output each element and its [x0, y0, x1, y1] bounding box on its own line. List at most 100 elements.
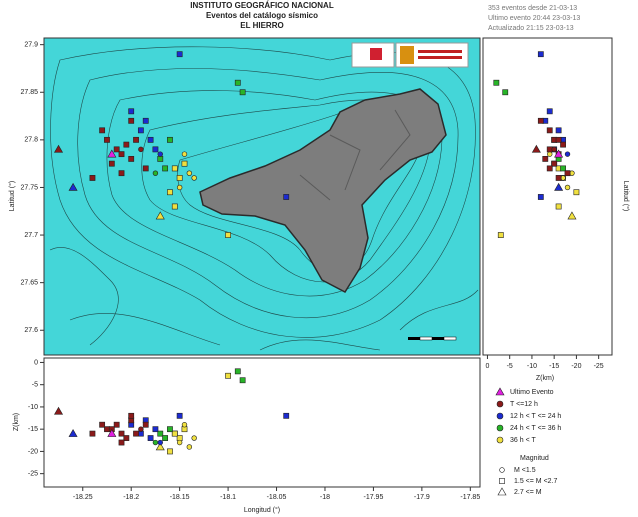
depth-lat-event — [560, 165, 566, 172]
lon-depth-event — [99, 421, 106, 428]
lon-depth-event — [186, 444, 193, 450]
title-line: Eventos del catálogo sísmico — [206, 11, 318, 20]
map-event — [133, 136, 139, 143]
map-event — [167, 189, 173, 196]
lon-depth-event — [118, 430, 125, 437]
map-event — [176, 184, 183, 191]
legend-marker — [496, 436, 504, 444]
depth-lat-event — [573, 189, 580, 196]
lon-depth-event — [167, 426, 173, 433]
island-relief — [299, 109, 411, 201]
island — [199, 88, 447, 293]
depth-lat-event — [555, 136, 562, 143]
map-event — [104, 136, 110, 143]
depth-lat-event — [564, 151, 571, 157]
legend-marker — [496, 424, 504, 432]
lon-depth-event — [138, 426, 144, 432]
map-event — [138, 146, 144, 153]
lon-depth-event — [155, 442, 165, 451]
depth-lat-event — [502, 89, 509, 96]
depth-lat-event — [546, 127, 553, 134]
magnitude-label: 1.5 <= M <2.7 — [514, 478, 557, 485]
x-tick-label: -18.25 — [73, 494, 93, 501]
z-tick-label: -10 — [28, 404, 38, 411]
legend-label: 24 h < T <= 36 h — [510, 425, 561, 432]
magnitude-marker — [499, 478, 505, 484]
magnitude-title: Magnitud — [520, 455, 549, 462]
depth-lat-event — [547, 151, 553, 157]
lon-depth-event — [142, 421, 149, 428]
legend-label: 12 h < T <= 24 h — [510, 413, 561, 420]
x-tick-label: -18.15 — [170, 494, 190, 501]
lon-depth-event — [176, 439, 183, 446]
y-tick-label: 27.9 — [24, 42, 38, 49]
depth-lat-event — [537, 194, 544, 200]
legend-marker — [496, 400, 504, 408]
lon-depth-event — [171, 430, 178, 437]
depth-lat-event — [531, 144, 541, 153]
title-line: EL HIERRO — [240, 21, 283, 30]
lon-depth-event — [176, 412, 183, 419]
depth-lat-event — [555, 175, 562, 181]
map-event — [155, 211, 165, 220]
map-event — [142, 165, 149, 172]
x-tick-label: -17.95 — [363, 494, 383, 501]
lon-depth-event — [152, 439, 159, 446]
map-event — [118, 170, 125, 177]
map-event — [157, 155, 164, 162]
lon-depth-event — [54, 406, 64, 415]
map-event — [152, 170, 159, 176]
map-event — [128, 117, 135, 124]
x-axis-label: Longitud (°) — [244, 506, 280, 514]
depth-lat-event — [546, 165, 553, 172]
lon-depth-event — [239, 377, 246, 384]
map-event — [176, 51, 183, 58]
map-event — [54, 144, 64, 153]
z-tick-label: -15 — [549, 363, 559, 370]
info-line: Ultimo evento 20:44 23-03-13 — [488, 15, 580, 22]
legend-marker — [495, 387, 505, 396]
legend-label: 36 h < T — [510, 437, 536, 444]
lon-depth-event — [157, 439, 163, 446]
depth-lat-event — [537, 51, 544, 58]
plots: 27.6 27.65 27.7 27.75 27.8 27.85 27.9 -18.25 -18… — [20, 42, 603, 501]
lon-depth-event — [181, 422, 188, 428]
lon-depth-event — [89, 430, 96, 437]
y-tick-label: 27.8 — [24, 137, 38, 144]
y-tick-label: 27.7 — [24, 232, 38, 239]
x-tick-label: -18 — [320, 494, 330, 501]
lon-depth-event — [234, 368, 241, 375]
map-event — [113, 146, 120, 153]
magnitude-marker — [497, 487, 507, 496]
lon-depth-event — [118, 439, 125, 446]
lon-depth-event — [162, 435, 169, 441]
x-tick-label: -18.2 — [123, 494, 139, 501]
z-tick-label: -5 — [32, 382, 38, 389]
lon-depth-event — [107, 429, 117, 437]
legend-marker — [496, 412, 504, 420]
map-event — [108, 160, 115, 167]
depth-lat-event — [567, 211, 577, 220]
map-event — [181, 160, 188, 167]
map-event — [142, 117, 149, 124]
z-tick-label: 0 — [34, 359, 38, 366]
info-line: 353 eventos desde 21-03-13 — [488, 5, 577, 12]
y-tick-label: 27.75 — [20, 184, 38, 191]
title-line: INSTITUTO GEOGRÁFICO NACIONAL — [190, 1, 334, 10]
legend-label: T <=12 h — [510, 401, 538, 408]
x-tick-label: -17.9 — [414, 494, 430, 501]
lon-depth-event — [225, 372, 231, 379]
depth-lat-event — [537, 117, 544, 124]
map-event — [171, 165, 178, 172]
scale-bar — [408, 336, 457, 341]
map-event — [167, 136, 173, 143]
map-event — [128, 108, 135, 115]
map-event — [162, 165, 169, 172]
map-event — [176, 175, 183, 181]
lon-depth-event — [128, 412, 135, 419]
lon-depth-event — [152, 426, 159, 433]
map-event — [107, 149, 117, 158]
map-event — [225, 232, 231, 238]
map-event — [283, 194, 290, 200]
